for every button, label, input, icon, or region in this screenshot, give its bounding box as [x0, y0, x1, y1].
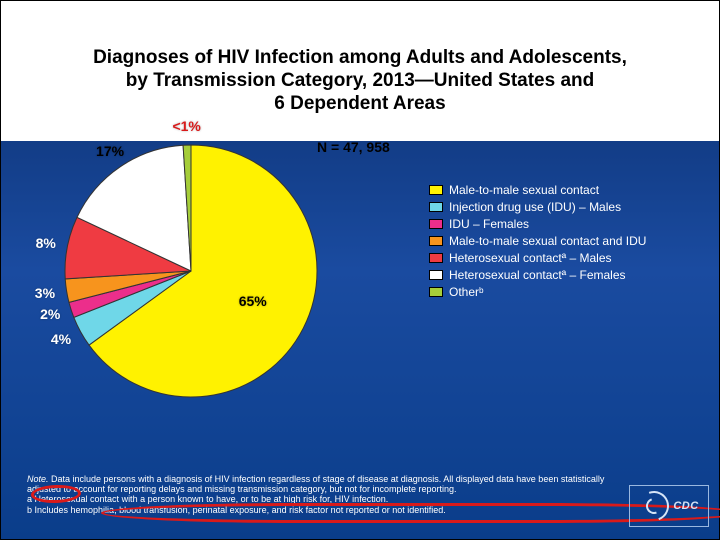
legend-swatch: [429, 287, 443, 297]
legend-swatch: [429, 202, 443, 212]
pie-slice-label-idu_females: 2%: [40, 306, 60, 322]
pie-slice-label-other: <1%: [172, 118, 200, 134]
legend-swatch: [429, 219, 443, 229]
legend: Male-to-male sexual contact Injection dru…: [429, 183, 689, 302]
legend-label: Injection drug use (IDU) – Males: [449, 200, 621, 215]
legend-label: Heterosexual contactª – Females: [449, 268, 626, 283]
legend-item: Injection drug use (IDU) – Males: [429, 200, 689, 215]
legend-item: Otherᵇ: [429, 285, 689, 300]
legend-item: Male-to-male sexual contact: [429, 183, 689, 198]
cdc-swirl-icon: [634, 486, 674, 526]
legend-label: Male-to-male sexual contact and IDU: [449, 234, 646, 249]
legend-label: Male-to-male sexual contact: [449, 183, 599, 198]
legend-item: Male-to-male sexual contact and IDU: [429, 234, 689, 249]
legend-swatch: [429, 236, 443, 246]
pie-chart: 65%4%2%3%8%17%<1%: [61, 141, 321, 401]
slide: Diagnoses of HIV Infection among Adults …: [1, 1, 719, 539]
pie-svg: [61, 141, 321, 401]
annotation-oval: [101, 503, 720, 523]
cdc-text: CDC: [673, 500, 698, 512]
legend-item: Heterosexual contactª – Females: [429, 268, 689, 283]
legend-label: IDU – Females: [449, 217, 529, 232]
legend-swatch: [429, 185, 443, 195]
slide-title: Diagnoses of HIV Infection among Adults …: [21, 47, 699, 115]
legend-item: Heterosexual contactª – Males: [429, 251, 689, 266]
pie-slice-label-hetero_males: 8%: [36, 235, 56, 251]
legend-swatch: [429, 253, 443, 263]
title-line-3: 6 Dependent Areas: [21, 93, 699, 116]
sample-size-label: N = 47, 958: [317, 139, 390, 155]
pie-slice-label-hetero_females: 17%: [96, 143, 124, 159]
title-line-1: Diagnoses of HIV Infection among Adults …: [21, 47, 699, 70]
legend-swatch: [429, 270, 443, 280]
legend-item: IDU – Females: [429, 217, 689, 232]
legend-label: Heterosexual contactª – Males: [449, 251, 612, 266]
cdc-logo: CDC: [629, 485, 709, 527]
title-line-2: by Transmission Category, 2013—United St…: [21, 70, 699, 93]
footnote-line: Note. Data include persons with a diagno…: [27, 474, 619, 495]
pie-slice-label-idu_males: 4%: [51, 331, 71, 347]
pie-slice-label-male_male_idu: 3%: [35, 285, 55, 301]
legend-label: Otherᵇ: [449, 285, 484, 300]
pie-slice-label-male_male: 65%: [239, 293, 267, 309]
